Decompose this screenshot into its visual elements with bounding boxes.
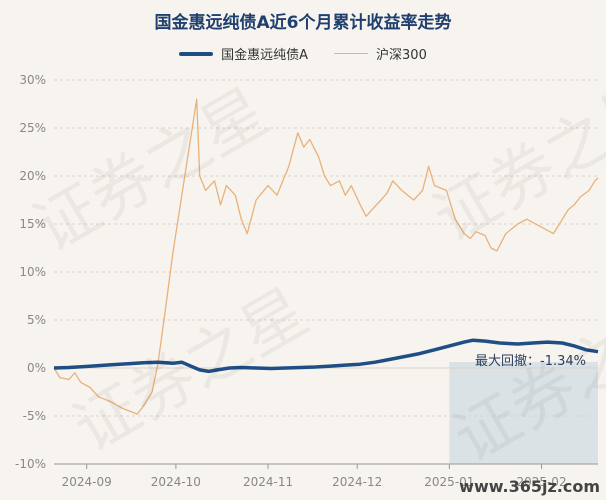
legend-label-index: 沪深300	[376, 48, 427, 63]
series-line-index	[53, 98, 599, 415]
x-tick-label: 2024-11	[243, 475, 293, 489]
x-tick-label: 2025-01	[424, 475, 474, 489]
series-line-fund	[53, 338, 599, 374]
y-tick-label: 25%	[19, 121, 46, 135]
x-tick-label: 2024-12	[332, 475, 382, 489]
legend: 国金惠远纯债A 沪深300	[0, 44, 606, 63]
y-tick-label: -10%	[15, 457, 46, 471]
drawdown-region	[449, 362, 598, 464]
y-tick-label: 15%	[19, 217, 46, 231]
y-tick-label: 0%	[27, 361, 46, 375]
legend-swatch-index	[334, 53, 369, 54]
y-tick-label: -5%	[23, 409, 46, 423]
x-tick-label: 2025-02	[516, 475, 566, 489]
legend-item-fund[interactable]: 国金惠远纯债A	[179, 44, 308, 63]
y-tick-label: 30%	[19, 73, 46, 87]
legend-item-index[interactable]: 沪深300	[334, 44, 427, 63]
max-drawdown-label: 最大回撤：-1.34%	[475, 353, 586, 369]
y-tick-label: 5%	[27, 313, 46, 327]
legend-swatch-fund	[179, 51, 214, 56]
legend-label-fund: 国金惠远纯债A	[221, 48, 309, 63]
chart-title: 国金惠远纯债A近6个月累计收益率走势	[154, 13, 452, 33]
y-tick-label: 20%	[19, 169, 46, 183]
x-tick-label: 2024-09	[62, 475, 112, 489]
site-watermark: www.365jz.com	[459, 477, 600, 496]
y-tick-label: 10%	[19, 265, 46, 279]
x-tick-label: 2024-10	[151, 475, 201, 489]
